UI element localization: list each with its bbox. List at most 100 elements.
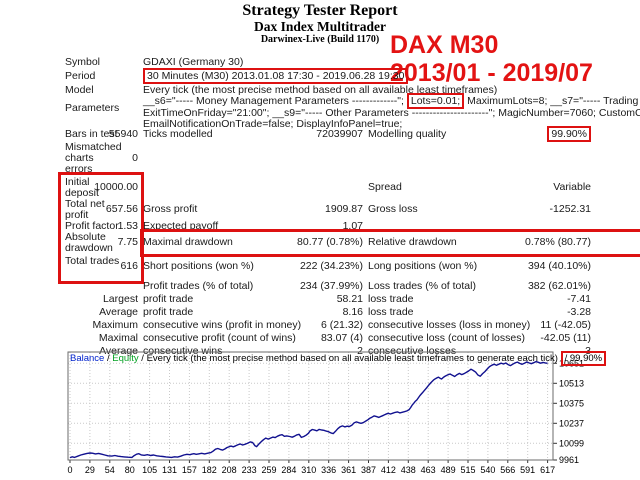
- report-cell: 10000.00: [94, 181, 138, 193]
- x-tick-label: 259: [261, 465, 276, 475]
- x-tick-label: 617: [540, 465, 555, 475]
- x-tick-label: 284: [281, 465, 296, 475]
- report-cell: 8.16: [342, 306, 363, 318]
- report-cell: 234 (37.99%): [299, 280, 363, 292]
- chart-legend: Balance / Equity / Every tick (the most …: [70, 351, 607, 366]
- legend-separator-2: /: [138, 353, 147, 364]
- x-tick-label: 29: [85, 465, 95, 475]
- report-cell: Average: [99, 345, 138, 357]
- balance-curve: [69, 360, 548, 459]
- report-cell: -3.28: [567, 306, 591, 318]
- parameters-line-3: EmailNotificationOnTrade=false; DisplayI…: [143, 118, 403, 130]
- report-cell: consecutive losses (loss in money): [368, 319, 531, 331]
- report-cell: Total net profit: [65, 198, 105, 221]
- report-cell: Maximal drawdown: [143, 236, 233, 248]
- report-cell: -1252.31: [549, 203, 591, 215]
- parameters-line-2: ExitTimeOnFriday="21:00"; __s9="----- Ot…: [143, 107, 640, 119]
- report-ea-name: Dax Index Multitrader: [254, 19, 386, 34]
- report-cell: 1909.87: [325, 203, 363, 215]
- report-cell: Maximum: [92, 319, 138, 331]
- legend-quality-value: / 99.90%: [560, 351, 607, 366]
- x-tick-label: 566: [500, 465, 515, 475]
- x-tick-label: 591: [520, 465, 535, 475]
- x-tick-label: 182: [202, 465, 217, 475]
- report-cell: consecutive loss (count of losses): [368, 332, 525, 344]
- legend-separator-1: /: [104, 353, 113, 364]
- report-cell: 394 (40.10%): [527, 260, 591, 272]
- report-cell: 616: [120, 260, 138, 272]
- symbol-value: GDAXI (Germany 30): [143, 56, 244, 68]
- report-cell: Initial deposit: [65, 176, 99, 199]
- period-label: Period: [65, 70, 96, 82]
- report-cell: 58.21: [336, 293, 363, 305]
- x-tick-label: 463: [421, 465, 436, 475]
- report-cell: Modelling quality: [368, 128, 447, 140]
- report-cell: 657.56: [105, 203, 138, 215]
- report-cell: Mismatched charts errors: [65, 141, 122, 175]
- report-cell: Average: [99, 306, 138, 318]
- report-cell: consecutive losses: [368, 345, 457, 357]
- x-tick-label: 233: [242, 465, 257, 475]
- report-cell: consecutive wins: [143, 345, 223, 357]
- report-cell-part: MaximumLots=8; __s7="----- Trading Logic…: [467, 95, 640, 107]
- legend-model-text: Every tick (the most precise method base…: [146, 353, 561, 364]
- report-cell: Spread: [368, 181, 402, 193]
- annotation-symbol-period: DAX M30: [390, 31, 499, 59]
- report-build-info: Darwinex-Live (Build 1170): [260, 34, 380, 45]
- page-title: Strategy Tester Report: [242, 2, 398, 19]
- report-cell: Absolute drawdown: [65, 231, 113, 254]
- report-cell: 55940: [108, 128, 138, 140]
- y-tick-label: 10375: [559, 398, 584, 408]
- report-cell-part: __s6="----- Money Management Parameters …: [143, 95, 407, 107]
- x-tick-label: 54: [105, 465, 115, 475]
- x-tick-label: 412: [381, 465, 396, 475]
- report-cell: Maximal: [98, 332, 138, 344]
- report-cell: Short positions (won %): [143, 260, 254, 272]
- x-tick-label: 387: [361, 465, 376, 475]
- report-cell: Variable: [553, 181, 591, 193]
- y-tick-label: 10237: [559, 418, 584, 428]
- y-tick-label: 9961: [559, 455, 579, 465]
- report-cell: 80.77 (0.78%): [297, 236, 363, 248]
- report-cell: profit trade: [143, 306, 194, 318]
- x-tick-label: 0: [67, 465, 72, 475]
- symbol-label: Symbol: [65, 56, 101, 68]
- report-cell: loss trade: [368, 293, 414, 305]
- report-cell: consecutive wins (profit in money): [143, 319, 302, 331]
- x-tick-label: 105: [142, 465, 157, 475]
- x-tick-label: 131: [162, 465, 177, 475]
- report-cell: Expected payoff: [143, 220, 219, 232]
- report-cell: Total trades: [65, 255, 120, 267]
- model-value: Every tick (the most precise method base…: [143, 84, 498, 96]
- report-cell: Loss trades (% of total): [368, 280, 476, 292]
- x-tick-label: 361: [341, 465, 356, 475]
- annotation-date-range: 2013/01 - 2019/07: [390, 59, 593, 87]
- report-cell: Largest: [102, 293, 138, 305]
- report-cell: 382 (62.01%): [527, 280, 591, 292]
- x-tick-label: 515: [460, 465, 475, 475]
- legend-equity-label: Equity: [112, 353, 139, 364]
- report-cell: Ticks modelled: [143, 128, 213, 140]
- y-tick-label: 10513: [559, 378, 584, 388]
- report-cell: 0: [132, 152, 138, 164]
- report-cell: profit trade: [143, 293, 194, 305]
- report-cell: Bars in test: [65, 128, 118, 140]
- report-cell: 0.78% (80.77): [525, 236, 591, 248]
- model-label: Model: [65, 84, 94, 96]
- report-cell: 1.53: [117, 220, 138, 232]
- y-tick-label: 10099: [559, 438, 584, 448]
- report-cell: Relative drawdown: [368, 236, 457, 248]
- parameters-line-1: __s6="----- Money Management Parameters …: [143, 93, 640, 109]
- report-cell: 83.07 (4): [320, 332, 363, 344]
- x-tick-label: 489: [441, 465, 456, 475]
- period-value: 30 Minutes (M30) 2013.01.08 17:30 - 2019…: [143, 68, 639, 84]
- report-cell: 1.07: [342, 220, 363, 232]
- highlight-drawdown-row: [140, 229, 640, 257]
- balance-equity-chart: 0 29 54 80 105 131 157 182 208 233 259 284 310 336 361…: [67, 351, 584, 475]
- report-cell: loss trade: [368, 306, 414, 318]
- report-cell: Gross loss: [368, 203, 418, 215]
- x-tick-label: 540: [480, 465, 495, 475]
- report-cell: 7.75: [117, 236, 138, 248]
- report-cell: consecutive profit (count of wins): [143, 332, 296, 344]
